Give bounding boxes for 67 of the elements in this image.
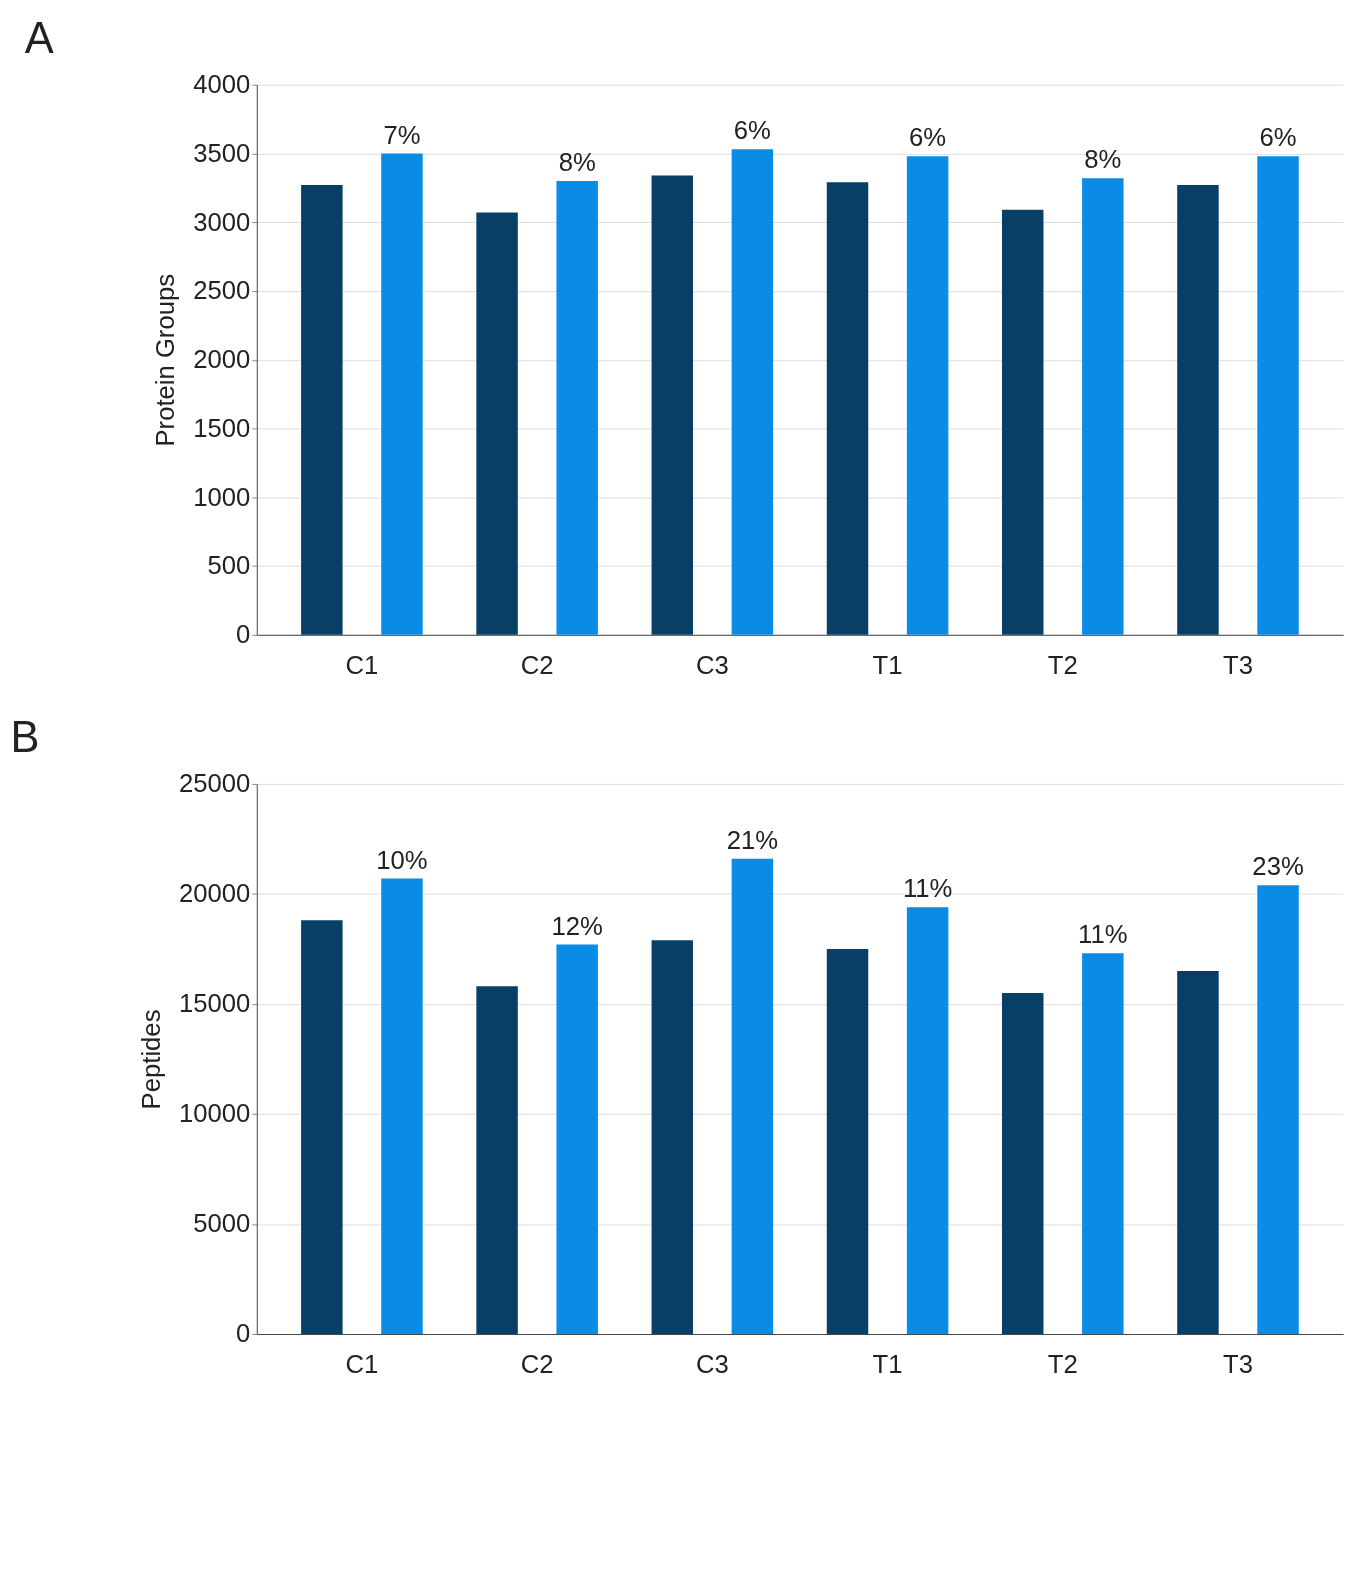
y-axis-title: Peptides [137, 1009, 166, 1110]
y-tick-label: 0 [236, 1319, 251, 1348]
bar [826, 948, 869, 1335]
y-tick-label: 2500 [193, 276, 251, 305]
x-tick-label: C3 [695, 1350, 729, 1379]
bar [1177, 970, 1219, 1335]
y-tick-label: 20000 [179, 879, 251, 908]
bar [651, 175, 694, 635]
chart-title: A [24, 14, 54, 63]
x-tick-label: T3 [1223, 1350, 1253, 1379]
x-tick-label: C1 [345, 1350, 379, 1379]
y-tick-label: 5000 [193, 1209, 251, 1238]
bar [1082, 178, 1124, 635]
bar [731, 149, 774, 635]
bar [1257, 156, 1299, 635]
annotation: 10% [376, 845, 428, 874]
x-tick-label: T1 [872, 1350, 903, 1379]
bar [301, 920, 343, 1335]
annotation: 12% [551, 911, 603, 940]
bar [301, 185, 343, 635]
bar [1001, 992, 1044, 1335]
y-tick-label: 2000 [193, 345, 251, 374]
bar [1257, 885, 1299, 1335]
bar [826, 182, 869, 635]
x-tick-label: T1 [872, 650, 903, 679]
bar [731, 858, 774, 1335]
x-tick-label: T3 [1223, 650, 1253, 679]
bar [651, 940, 694, 1335]
bar [906, 156, 949, 635]
y-tick-label: 15000 [179, 989, 251, 1018]
bar [1177, 185, 1219, 635]
bar [1001, 209, 1044, 635]
x-tick-label: T2 [1047, 1350, 1078, 1379]
bar [476, 986, 518, 1335]
annotation: 11% [902, 874, 953, 903]
chart-title: B [10, 713, 40, 762]
bar [906, 907, 949, 1335]
y-tick-label: 10000 [179, 1099, 251, 1128]
annotation: 6% [909, 123, 947, 152]
bar [556, 180, 598, 635]
y-axis-title: Protein Groups [151, 273, 180, 447]
y-tick-label: 3500 [193, 138, 251, 167]
y-tick-label: 1500 [193, 413, 251, 442]
annotation: 6% [1259, 123, 1297, 152]
x-tick-label: C2 [520, 650, 554, 679]
y-tick-label: 500 [207, 551, 251, 580]
bar [556, 944, 598, 1335]
x-tick-label: T2 [1047, 650, 1078, 679]
y-tick-label: 3000 [193, 207, 251, 236]
annotation: 8% [1084, 145, 1122, 174]
annotation: 11% [1078, 920, 1128, 949]
x-tick-label: C3 [695, 650, 729, 679]
bar [476, 212, 518, 635]
annotation: 8% [558, 148, 596, 177]
y-tick-label: 25000 [179, 769, 251, 798]
x-tick-label: C1 [345, 650, 379, 679]
annotation: 23% [1252, 852, 1304, 881]
annotation: 21% [726, 825, 779, 854]
x-tick-label: C2 [520, 1350, 554, 1379]
bar [381, 878, 423, 1335]
annotation: 7% [383, 120, 421, 149]
y-tick-label: 0 [236, 620, 251, 649]
bar [1082, 953, 1124, 1335]
bar [381, 153, 423, 635]
y-tick-label: 4000 [193, 70, 251, 99]
annotation: 6% [733, 116, 771, 145]
y-tick-label: 1000 [193, 482, 251, 511]
